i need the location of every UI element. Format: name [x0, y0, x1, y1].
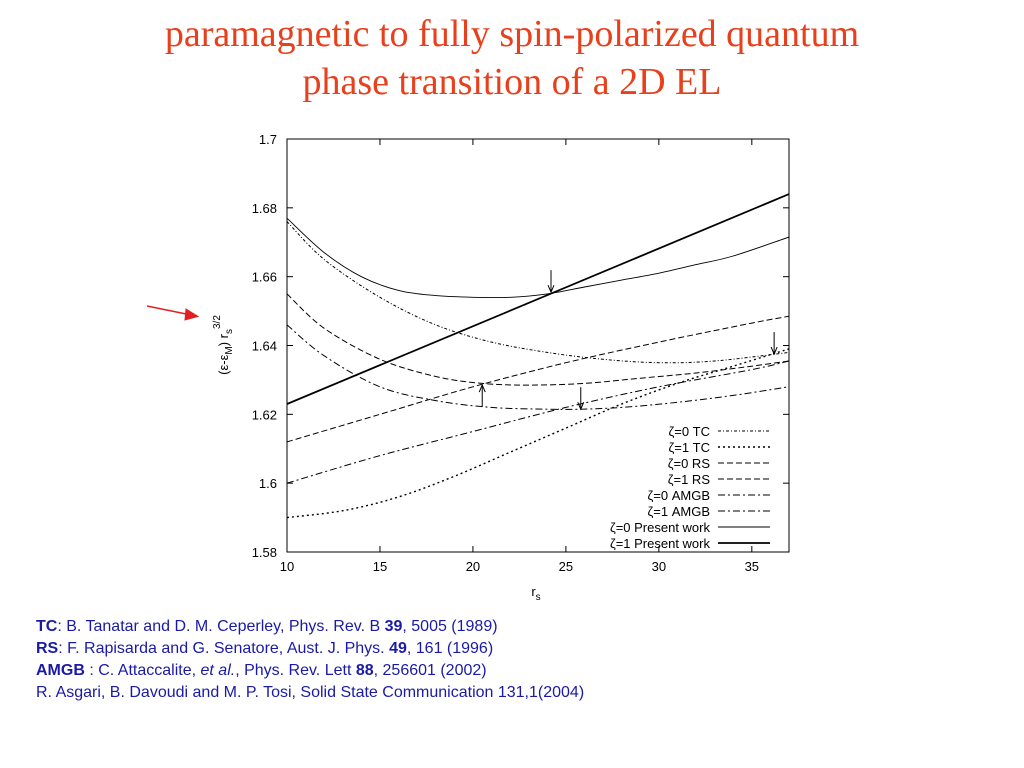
- y-tick-label-1.6: 1.6: [259, 476, 277, 491]
- y-axis-label-sup: 3/2: [212, 315, 223, 329]
- reference-amgb: AMGB : C. Attaccalite, et al., Phys. Rev…: [36, 660, 996, 682]
- annotation-arrow-4: [770, 332, 778, 356]
- y-tick-label-1.66: 1.66: [252, 270, 277, 285]
- slide-title-line-1: paramagnetic to fully spin-polarized qua…: [164, 13, 860, 55]
- x-axis-label-main: r: [531, 584, 536, 599]
- reference-rs: RS: F. Rapisarda and G. Senatore, Aust. …: [36, 638, 996, 660]
- reference-amgb-italic: et al.: [200, 662, 236, 679]
- reference-amgb-abbr: AMGB: [36, 662, 85, 679]
- x-axis-label-sub: s: [536, 592, 541, 603]
- slide-title-line-2: phase transition of a 2D EL: [302, 61, 722, 103]
- reference-rs-text: : F. Rapisarda and G. Senatore, Aust. J.…: [58, 640, 390, 657]
- series-lines: [287, 193, 789, 519]
- reference-rs-abbr: RS: [36, 640, 59, 657]
- y-axis-label-lead: (ε-ε: [216, 354, 231, 374]
- reference-amgb-rest: , 256601 (2002): [373, 662, 487, 679]
- reference-tc-text: : B. Tanatar and D. M. Ceperley, Phys. R…: [57, 618, 385, 635]
- legend-label-0-rs: ζ=0 RS: [668, 456, 711, 471]
- reference-tc-abbr: TC: [36, 618, 58, 635]
- series-line-0-tc: [287, 221, 789, 364]
- legend-label-1-tc: ζ=1 TC: [669, 440, 711, 455]
- plot-frame: [286, 138, 790, 553]
- x-tick-label-30: 30: [652, 559, 666, 574]
- reference-tc-volume: 39: [384, 618, 403, 635]
- series-line-0-present-work: [287, 217, 789, 299]
- annotation-arrow-1: [547, 270, 555, 294]
- x-tick-label-20: 20: [466, 559, 480, 574]
- series-line-1-tc: [287, 348, 789, 519]
- y-tick-label-1.64: 1.64: [252, 339, 277, 354]
- x-axis-label: rs: [531, 584, 540, 603]
- series-line-0-amgb: [287, 324, 789, 410]
- series-line-1-present-work: [287, 193, 789, 405]
- x-tick-label-35: 35: [745, 559, 759, 574]
- x-tick-label-15: 15: [373, 559, 387, 574]
- reference-rs-volume: 49: [389, 640, 407, 657]
- annotation-arrow-3: [577, 387, 585, 411]
- y-tick-label-1.62: 1.62: [252, 407, 277, 422]
- references: TC: B. Tanatar and D. M. Ceperley, Phys.…: [36, 616, 996, 704]
- reference-amgb-volume: 88: [355, 662, 374, 679]
- legend-label-1-present-work: ζ=1 Present work: [610, 536, 711, 551]
- y-axis-label-mid: ) r: [216, 333, 231, 346]
- series-line-1-amgb: [287, 360, 789, 484]
- reference-amgb-text2: , Phys. Rev. Lett: [235, 662, 356, 679]
- reference-amgb-text: : C. Attaccalite,: [84, 662, 201, 679]
- legend-label-0-present-work: ζ=0 Present work: [610, 520, 711, 535]
- x-tick-label-10: 10: [280, 559, 294, 574]
- series-line-0-rs: [287, 293, 789, 386]
- slide-title: paramagnetic to fully spin-polarized qua…: [0, 10, 1024, 106]
- annotation-arrows: [478, 270, 778, 411]
- legend-label-1-amgb: ζ=1 AMGB: [648, 504, 710, 519]
- legend-label-1-rs: ζ=1 RS: [668, 472, 711, 487]
- reference-rs-rest: , 161 (1996): [406, 640, 494, 657]
- y-axis-label: (ε-εM) rs3/2: [212, 315, 235, 375]
- annotation-arrow-2: [478, 383, 486, 408]
- red-pointer-arrow: [146, 305, 200, 321]
- axis-ticks: 10 15 20 25 30 35 1.58 1.6 1.62 1.64 1.66 1.68 1.7: [252, 132, 789, 574]
- legend-label-0-tc: ζ=0 TC: [669, 424, 711, 439]
- y-axis-label-sub1: M: [224, 346, 235, 354]
- y-tick-label-1.58: 1.58: [252, 545, 277, 560]
- legend-label-0-amgb: ζ=0 AMGB: [648, 488, 710, 503]
- x-tick-label-25: 25: [559, 559, 573, 574]
- y-tick-label-1.68: 1.68: [252, 201, 277, 216]
- y-axis-label-sub2: s: [224, 329, 235, 334]
- y-tick-label-1.7: 1.7: [259, 132, 277, 147]
- reference-tc-rest: , 5005 (1989): [402, 618, 498, 635]
- reference-tc: TC: B. Tanatar and D. M. Ceperley, Phys.…: [36, 616, 996, 638]
- series-line-1-rs: [287, 315, 789, 443]
- reference-asgari: R. Asgari, B. Davoudi and M. P. Tosi, So…: [36, 684, 585, 701]
- energy-vs-rs-chart: 10 15 20 25 30 35 1.58 1.6 1.62 1.64 1.66 1.68 1.7 ζ…: [146, 132, 790, 603]
